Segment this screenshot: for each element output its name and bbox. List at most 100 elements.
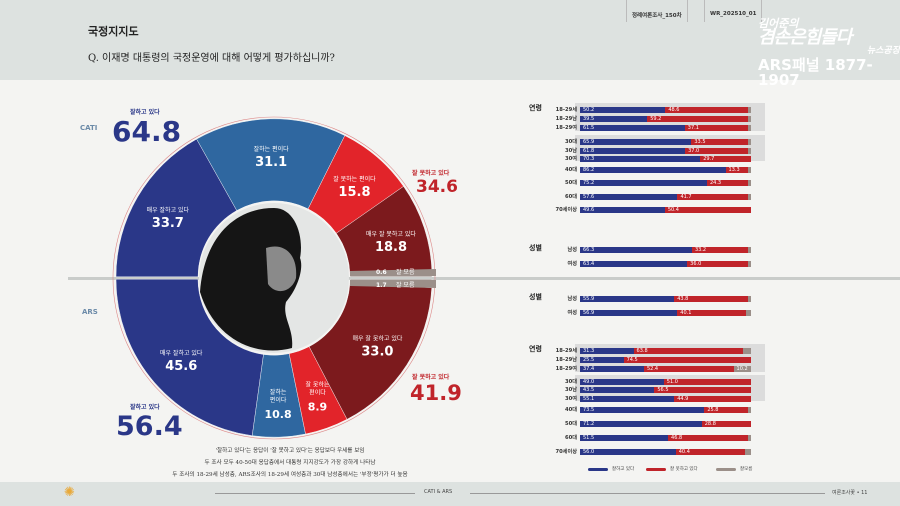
- bar-row: 31.3 63.8: [580, 348, 751, 354]
- row-label: 18-29여: [555, 365, 577, 372]
- legend-label: 잘모름: [740, 467, 753, 472]
- row-label: 30대: [565, 378, 577, 385]
- donut-slice-unknown-band: [350, 269, 436, 276]
- bar-negative: 48.6: [665, 107, 748, 113]
- row-label: 18-29세: [555, 106, 577, 113]
- ars-negative-label: 잘 못하고 있다: [412, 374, 450, 381]
- bar-positive: 63.4: [580, 261, 688, 267]
- slice-label: 매우 잘 못하고 있다: [352, 335, 402, 343]
- bar-negative: 25.8: [704, 407, 748, 413]
- legend-label: 잘하고 있다: [612, 467, 635, 472]
- bar-positive: 50.2: [580, 107, 666, 113]
- bar-unknown: [748, 247, 751, 253]
- bar-row: 50.2 48.6: [580, 107, 751, 113]
- donut-slice-unknown-band: [350, 280, 436, 288]
- slice-label: 매우 잘하고 있다: [160, 349, 203, 357]
- bar-unknown: [748, 125, 751, 131]
- bar-row: 43.5 56.5: [580, 387, 751, 393]
- portrait-face: [266, 246, 297, 292]
- row-label: 40대: [565, 166, 577, 173]
- note: '잘하고 있다'는 응답이 '잘 못하고 있다'는 응답보다 우세를 보임: [215, 448, 365, 454]
- slice-value: 45.6: [165, 359, 197, 374]
- row-label: 30남: [565, 147, 577, 154]
- portrait-image: [200, 208, 302, 351]
- bar-row: 55.9 43.8: [580, 296, 751, 302]
- bar-negative: 33.5: [691, 139, 748, 145]
- bar-row: 65.9 33.5: [580, 139, 751, 145]
- bar-row: 86.2 13.3: [580, 167, 751, 173]
- slice-label: 매우 잘하고 있다: [147, 206, 190, 214]
- row-label: 남성: [567, 246, 577, 253]
- slice-value: 33.0: [361, 345, 393, 360]
- bar-positive: 55.1: [580, 396, 675, 402]
- logo: 김어준의 겸손은힘들다 뉴스공장 ARS패널 1877-1907: [758, 18, 900, 88]
- bar-negative: 63.8: [633, 348, 743, 354]
- bar-positive: 31.3: [580, 348, 634, 354]
- bar-positive: 39.5: [580, 116, 648, 122]
- slice-value: 8.9: [308, 401, 328, 414]
- row-label: 30대: [565, 138, 577, 145]
- bar-row: 49.6 50.4: [580, 207, 751, 213]
- slice-label: 잘하는 편이다: [270, 388, 287, 404]
- bar-positive: 65.9: [580, 139, 692, 145]
- row-label: 여성: [567, 260, 577, 267]
- bar-unknown: [748, 139, 751, 145]
- ars-positive-total: 56.4: [116, 411, 183, 442]
- legend-positive: 잘하고 있다: [588, 466, 634, 472]
- row-label: 50대: [565, 420, 577, 427]
- bar-positive: 56.0: [580, 449, 676, 455]
- ars-label: ARS: [82, 308, 98, 316]
- bar-positive: 73.5: [580, 407, 705, 413]
- slice-value: 10.8: [265, 408, 292, 421]
- logo-line: 김어준의: [758, 17, 799, 30]
- bar-row: 70.3 29.7: [580, 156, 751, 162]
- bar-unknown: [748, 261, 751, 267]
- row-label: 70세이상: [555, 206, 577, 213]
- bar-unknown: [748, 407, 751, 413]
- bar-negative: 37.1: [684, 125, 748, 131]
- row-label: 60대: [565, 193, 577, 200]
- section-label: 연령: [529, 104, 542, 112]
- donut-slice-very_good: [115, 279, 264, 436]
- flower-icon: ✺: [64, 485, 75, 500]
- note: 두 조사 모두 40-50대 응답층에서 대통령 지지강도가 가장 강하게 나타…: [204, 460, 376, 466]
- bar-unknown: [748, 435, 751, 441]
- logo-line: 겸손은힘들다: [758, 27, 852, 48]
- bar-negative: 41.7: [677, 194, 748, 200]
- bar-negative: 52.4: [643, 366, 734, 372]
- row-label: 30여: [565, 395, 577, 402]
- logo-line: ARS패널 1877-1907: [758, 56, 873, 89]
- slice-label: 잘 못하는 편이다: [333, 175, 376, 183]
- bar-row: 75.2 24.3: [580, 180, 751, 186]
- cati-negative-label: 잘 못하고 있다: [412, 170, 450, 177]
- divider: [68, 277, 900, 280]
- bar-negative: 50.4: [664, 207, 751, 213]
- legend-label: 잘 못하고 있다: [670, 467, 698, 472]
- bar-unknown: [744, 449, 751, 455]
- bar-unknown: [742, 348, 751, 354]
- bar-negative: 40.1: [677, 310, 746, 316]
- slice-label: 잘 못하는 편이다: [305, 381, 329, 397]
- section-label: 연령: [529, 345, 542, 353]
- bar-unknown: [748, 167, 751, 173]
- header: [0, 0, 900, 80]
- bar-unknown: 10.2: [733, 366, 751, 372]
- bar-row: 49.0 51.0: [580, 379, 751, 385]
- slice-value: 31.1: [255, 155, 287, 170]
- donut-outline: [112, 116, 436, 440]
- slice-value: 33.7: [152, 216, 184, 231]
- bar-unknown: [745, 310, 751, 316]
- row-label: 18-29세: [555, 347, 577, 354]
- legend-unknown: 잘모름: [716, 466, 752, 472]
- bar-row: 73.5 25.8: [580, 407, 751, 413]
- cati-positive-label: 잘하고 있다: [130, 109, 160, 116]
- bar-positive: 49.0: [580, 379, 664, 385]
- bar-positive: 43.5: [580, 387, 655, 393]
- page-title: 국정지지도: [88, 25, 139, 38]
- bar-row: 57.6 41.7: [580, 194, 751, 200]
- slice-value: 18.8: [375, 240, 407, 255]
- cati-positive-total: 64.8: [112, 115, 182, 148]
- bar-unknown: [748, 116, 751, 122]
- donut-slice-very_bad: [308, 283, 432, 420]
